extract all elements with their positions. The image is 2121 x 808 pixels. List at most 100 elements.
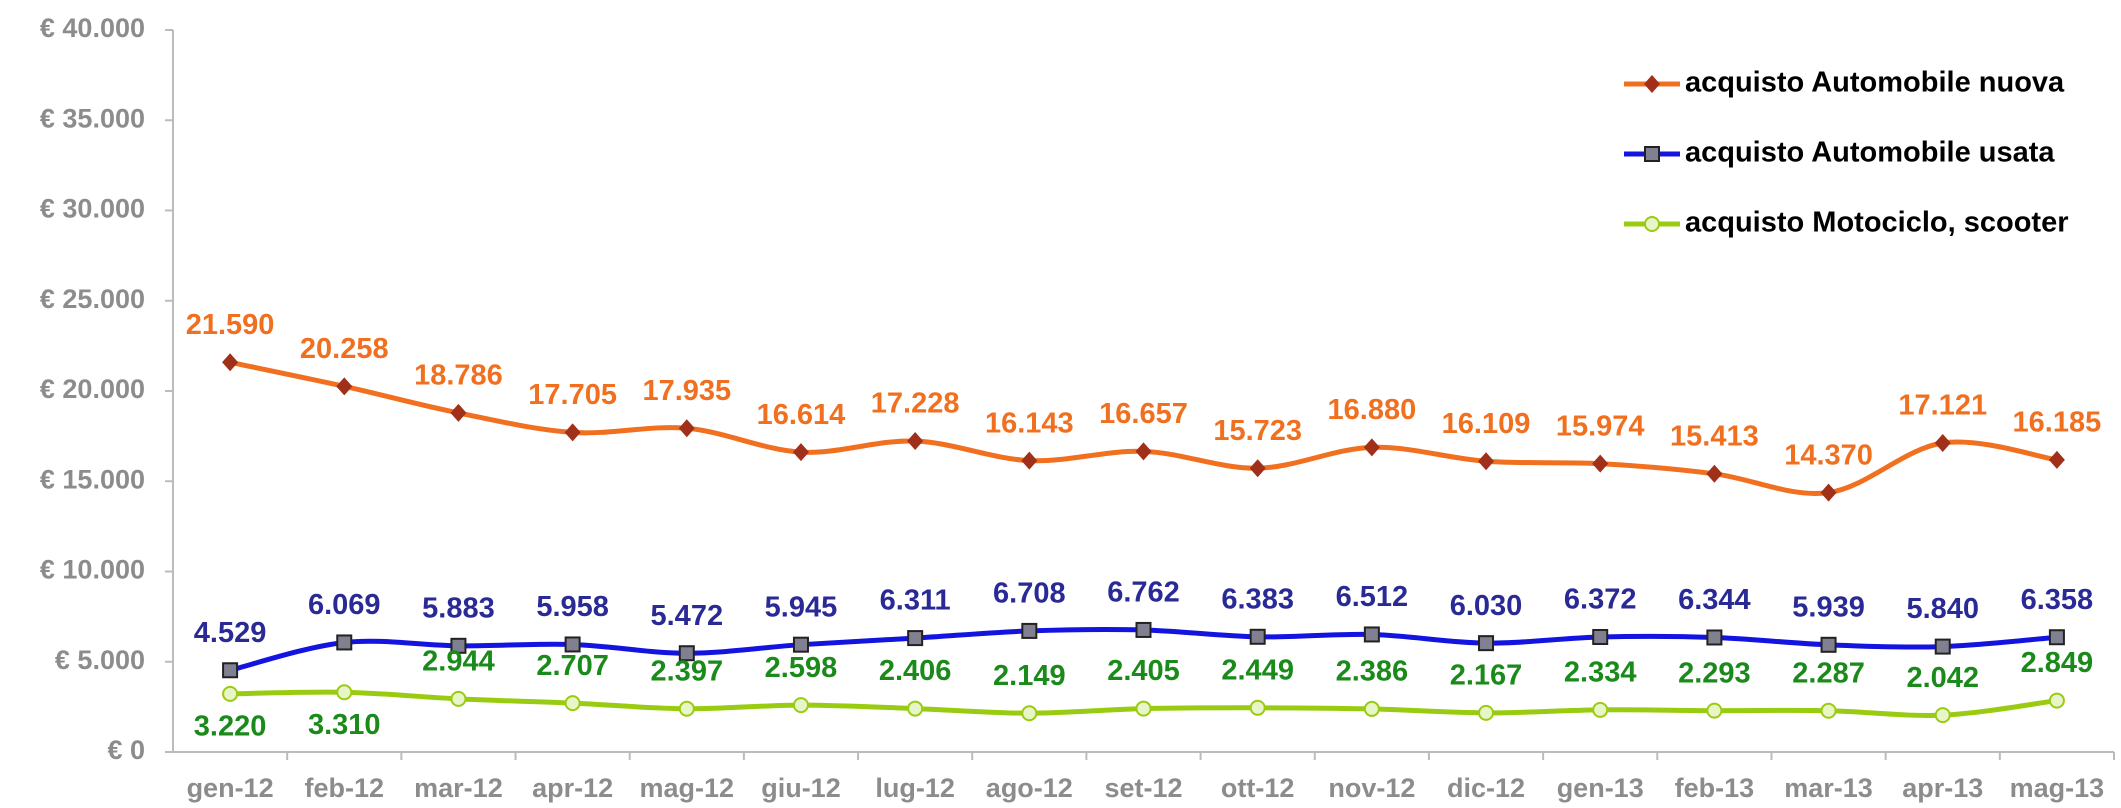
value-label: 2.397 — [651, 655, 724, 687]
marker — [1644, 146, 1660, 162]
marker — [222, 662, 239, 679]
value-label: 6.344 — [1678, 584, 1751, 616]
marker — [1135, 700, 1152, 717]
marker — [336, 377, 353, 396]
marker — [1249, 699, 1266, 716]
legend-label: acquisto Automobile nuova — [1685, 67, 2065, 99]
marker — [222, 685, 239, 702]
x-tick-label: mar-13 — [1784, 773, 1873, 803]
marker — [2048, 629, 2065, 646]
value-label: 16.614 — [757, 399, 846, 431]
value-label: 5.945 — [765, 591, 838, 623]
marker — [1706, 629, 1723, 646]
value-label: 5.472 — [651, 600, 724, 632]
value-label: 21.590 — [186, 309, 275, 341]
marker — [1363, 626, 1380, 643]
value-label: 4.529 — [194, 617, 267, 649]
marker — [1644, 216, 1660, 232]
value-label: 15.974 — [1556, 410, 1645, 442]
y-tick-label: € 0 — [107, 735, 145, 765]
value-label: 6.030 — [1450, 590, 1523, 622]
value-label: 3.310 — [308, 709, 381, 741]
x-tick-label: giu-12 — [761, 773, 841, 803]
marker — [564, 636, 581, 653]
value-label: 16.109 — [1442, 408, 1531, 440]
value-label: 15.723 — [1213, 415, 1302, 447]
marker — [1478, 635, 1495, 652]
marker — [1478, 452, 1495, 471]
y-tick-label: € 15.000 — [40, 464, 145, 494]
x-tick-label: set-12 — [1104, 773, 1182, 803]
marker — [1706, 464, 1723, 483]
legend-label: acquisto Motociclo, scooter — [1685, 207, 2069, 239]
marker — [1021, 451, 1038, 470]
x-tick-label: ago-12 — [986, 773, 1073, 803]
value-label: 5.883 — [422, 592, 495, 624]
value-label: 2.386 — [1336, 656, 1409, 688]
marker — [1644, 75, 1660, 93]
marker — [1135, 621, 1152, 638]
x-tick-label: mag-12 — [640, 773, 735, 803]
value-label: 16.143 — [985, 407, 1074, 439]
value-label: 17.935 — [642, 375, 731, 407]
marker — [564, 423, 581, 442]
value-label: 6.708 — [993, 578, 1066, 610]
value-label: 6.311 — [880, 585, 951, 617]
marker — [222, 353, 239, 372]
value-label: 2.449 — [1221, 654, 1294, 686]
x-tick-label: nov-12 — [1328, 773, 1415, 803]
value-label: 5.840 — [1906, 593, 1979, 625]
marker — [1934, 707, 1951, 724]
value-label: 17.705 — [528, 379, 617, 411]
value-label: 2.287 — [1792, 657, 1865, 689]
marker — [1363, 438, 1380, 457]
marker — [564, 695, 581, 712]
marker — [1820, 636, 1837, 653]
marker — [678, 419, 695, 438]
marker — [907, 432, 924, 451]
marker — [907, 700, 924, 717]
value-label: 6.069 — [308, 589, 381, 621]
value-label: 16.185 — [2013, 407, 2102, 439]
y-tick-label: € 10.000 — [40, 555, 145, 585]
value-label: 2.167 — [1450, 660, 1523, 692]
x-tick-label: ott-12 — [1221, 773, 1295, 803]
value-label: 2.293 — [1678, 657, 1751, 689]
marker — [792, 636, 809, 653]
value-label: 6.512 — [1336, 581, 1409, 613]
y-tick-label: € 35.000 — [40, 103, 145, 133]
x-tick-label: gen-13 — [1557, 773, 1644, 803]
marker — [336, 684, 353, 701]
marker — [1934, 433, 1951, 452]
marker — [1363, 700, 1380, 717]
value-label: 5.958 — [536, 591, 609, 623]
value-label: 2.042 — [1906, 662, 1979, 694]
marker — [1592, 454, 1609, 473]
x-tick-label: feb-13 — [1675, 773, 1755, 803]
marker — [907, 630, 924, 647]
value-label: 18.786 — [414, 360, 503, 392]
marker — [1592, 628, 1609, 645]
value-label: 20.258 — [300, 333, 389, 365]
marker — [1021, 622, 1038, 639]
marker — [450, 637, 467, 654]
marker — [2048, 450, 2065, 469]
marker — [1706, 702, 1723, 719]
marker — [792, 443, 809, 462]
marker — [1820, 702, 1837, 719]
x-tick-label: feb-12 — [304, 773, 384, 803]
value-label: 6.383 — [1221, 583, 1294, 615]
y-tick-label: € 30.000 — [40, 194, 145, 224]
value-label: 6.762 — [1107, 577, 1180, 609]
value-label: 2.149 — [993, 660, 1066, 692]
value-label: 5.939 — [1792, 591, 1865, 623]
value-label: 6.358 — [2021, 584, 2094, 616]
y-tick-label: € 20.000 — [40, 374, 145, 404]
value-label: 2.598 — [765, 652, 838, 684]
marker — [450, 403, 467, 422]
value-label: 3.220 — [194, 711, 267, 743]
marker — [678, 645, 695, 662]
value-label: 2.406 — [879, 655, 952, 687]
x-tick-label: dic-12 — [1447, 773, 1525, 803]
y-tick-label: € 25.000 — [40, 284, 145, 314]
